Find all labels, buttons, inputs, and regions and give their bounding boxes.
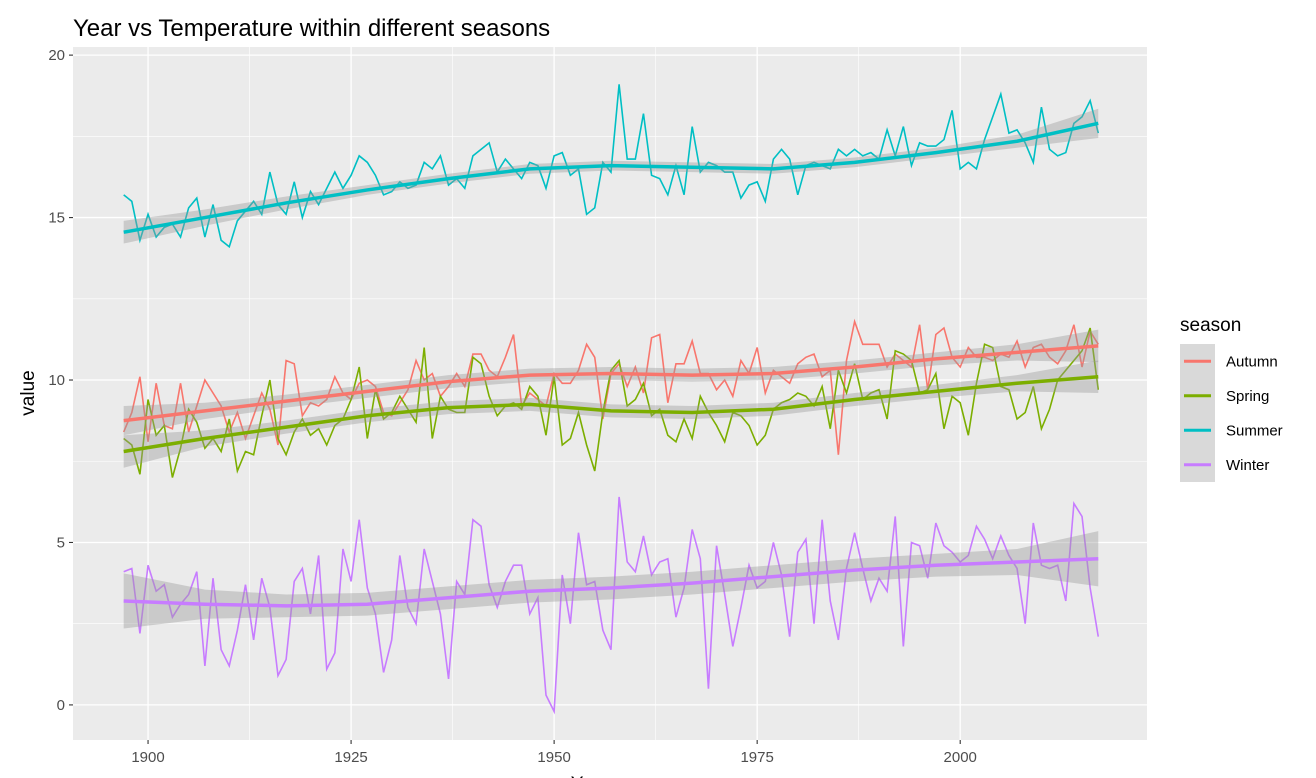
legend-label: Summer	[1226, 422, 1283, 439]
y-tick-label: 20	[48, 47, 65, 64]
legend-label: Winter	[1226, 457, 1269, 474]
x-tick-label: 1950	[537, 749, 570, 766]
legend-label: Spring	[1226, 388, 1269, 405]
x-axis-title: Year	[571, 774, 610, 778]
series-line	[123, 496, 1100, 715]
y-tick-label: 15	[48, 210, 65, 227]
x-tick-label: 1900	[131, 749, 164, 766]
y-tick-label: 0	[57, 697, 65, 714]
marks	[122, 84, 1100, 715]
smooth-line	[123, 344, 1099, 423]
y-axis-title: value	[18, 370, 39, 415]
legend-title: season	[1180, 315, 1241, 336]
smooth-line	[123, 375, 1099, 454]
legend-label: Autumn	[1226, 353, 1278, 370]
chart-title: Year vs Temperature within different sea…	[73, 15, 550, 42]
smooth-line	[123, 121, 1099, 234]
smooth-line	[123, 556, 1099, 608]
confidence-band	[123, 360, 1099, 468]
x-tick-label: 2000	[944, 749, 977, 766]
x-tick-label: 1925	[334, 749, 367, 766]
y-tick-label: 5	[57, 534, 65, 551]
x-tick-label: 1975	[740, 749, 773, 766]
series-line	[123, 327, 1100, 478]
series-line	[123, 84, 1100, 249]
y-tick-label: 10	[48, 372, 65, 389]
